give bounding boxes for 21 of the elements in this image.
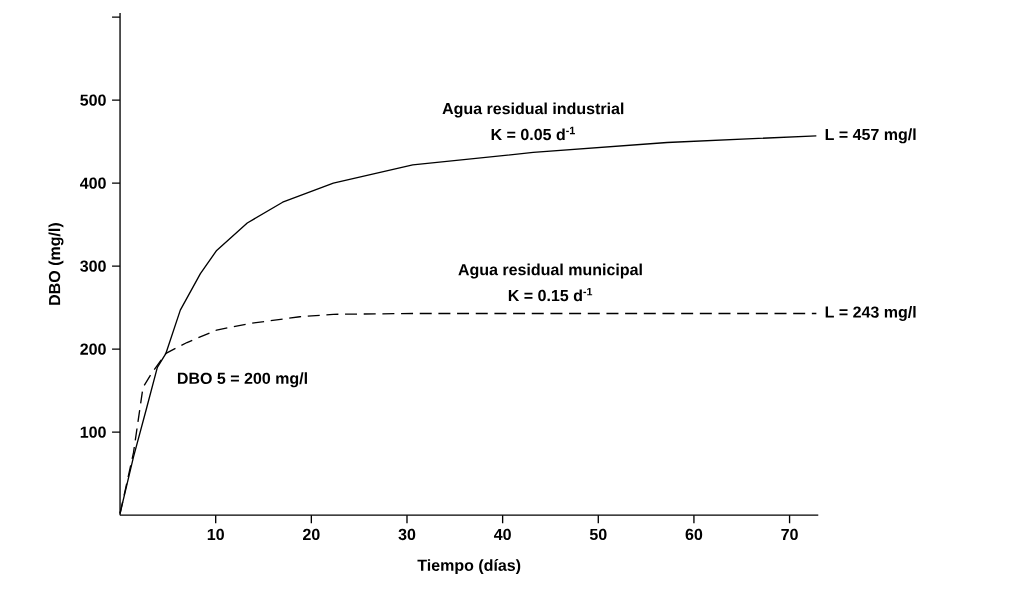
- series-label: Agua residual industrial: [442, 102, 624, 118]
- annotation: DBO 5 = 200 mg/l: [177, 372, 307, 388]
- annotation: K = 0.05 d$^{-1}$: [491, 126, 575, 141]
- y-tick-label: 100: [80, 426, 106, 438]
- y-tick-label: 400: [79, 177, 106, 189]
- annotation: K = 0.15 d$^{-1}$: [508, 287, 593, 302]
- x-tick-label: 10: [207, 528, 224, 540]
- x-tick-label: 20: [303, 528, 320, 540]
- y-tick-label: 500: [80, 94, 106, 106]
- text: Agua residual municipal: [458, 263, 642, 279]
- text: L = 243 mg/l: [825, 305, 916, 321]
- x-tick-label: 30: [398, 528, 416, 541]
- y-tick-label: 300: [80, 260, 106, 272]
- text: L = 457 mg/l: [825, 128, 916, 144]
- x-tick-label: 70: [781, 528, 798, 540]
- y-tick-label: 200: [80, 343, 106, 355]
- y-axis-title: DBO (mg/l): [48, 223, 64, 305]
- x-tick-label: 50: [589, 528, 607, 540]
- x-axis-title: Tiempo (días): [417, 558, 521, 575]
- x-tick-label: 60: [685, 528, 703, 540]
- x-tick-label: 40: [493, 528, 511, 540]
